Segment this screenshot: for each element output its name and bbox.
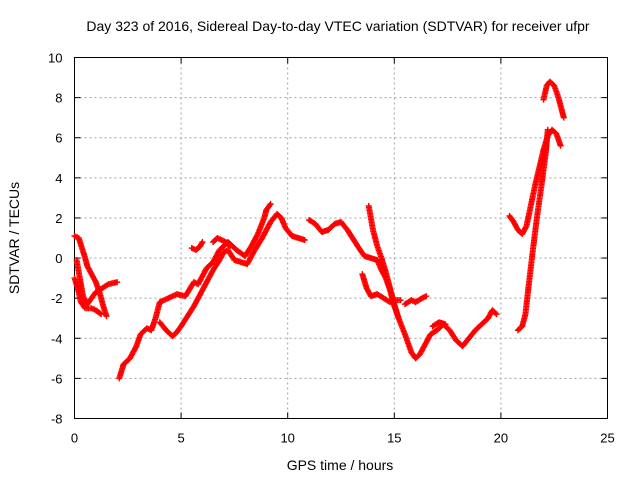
data-point xyxy=(557,142,564,149)
x-tick-label: 10 xyxy=(280,431,294,446)
y-tick-label: 10 xyxy=(48,51,62,66)
series-s10 xyxy=(365,202,402,322)
series-s9 xyxy=(359,271,404,306)
data-point xyxy=(266,202,273,209)
y-tick-label: 2 xyxy=(55,211,62,226)
y-tick-label: -2 xyxy=(51,291,63,306)
y-tick-label: -8 xyxy=(51,412,63,427)
chart-title: Day 323 of 2016, Sidereal Day-to-day VTE… xyxy=(86,18,590,34)
x-tick-label: 5 xyxy=(177,431,184,446)
data-point xyxy=(560,114,567,121)
y-tick-label: -6 xyxy=(51,371,63,386)
data-point xyxy=(492,310,499,317)
data-point xyxy=(423,293,430,300)
y-axis-label: SDTVAR / TECUs xyxy=(6,182,22,294)
series-s5 xyxy=(156,210,308,340)
plot-frame xyxy=(74,57,608,419)
grid xyxy=(74,57,608,419)
series-s6 xyxy=(188,239,206,254)
data-point xyxy=(103,313,110,320)
x-axis-label: GPS time / hours xyxy=(287,457,394,473)
data-point xyxy=(442,321,449,328)
x-tick-label: 0 xyxy=(71,431,78,446)
data-point xyxy=(227,243,234,250)
series-s3 xyxy=(73,257,121,308)
data-point xyxy=(98,311,105,318)
data-point xyxy=(544,126,551,133)
data-point xyxy=(114,279,121,286)
data-point xyxy=(104,281,111,288)
series-s15 xyxy=(540,78,567,121)
data-point xyxy=(267,200,274,207)
x-tick-label: 15 xyxy=(387,431,401,446)
y-tick-label: 6 xyxy=(55,131,62,146)
x-tick-label: 20 xyxy=(494,431,508,446)
series-s7 xyxy=(210,235,234,250)
y-tick-label: 4 xyxy=(55,171,62,186)
series-s4 xyxy=(116,200,274,382)
x-tick-label: 25 xyxy=(600,431,614,446)
series-s11 xyxy=(401,293,430,308)
series-s8 xyxy=(306,216,500,362)
data-point xyxy=(301,237,308,244)
data-point xyxy=(97,310,104,317)
data-point xyxy=(199,239,206,246)
data-point xyxy=(226,242,233,249)
data-series xyxy=(71,78,567,382)
series-s12 xyxy=(429,319,449,330)
data-point xyxy=(493,311,500,318)
y-tick-label: 8 xyxy=(55,91,62,106)
data-point xyxy=(395,315,402,322)
axis-ticks: 0 5 10 15 20 25 -8 -6 -4 -2 0 2 4 6 8 10 xyxy=(48,51,615,446)
series-s14 xyxy=(514,126,551,334)
y-tick-label: 0 xyxy=(55,251,62,266)
data-point xyxy=(397,297,404,304)
y-tick-label: -4 xyxy=(51,331,63,346)
